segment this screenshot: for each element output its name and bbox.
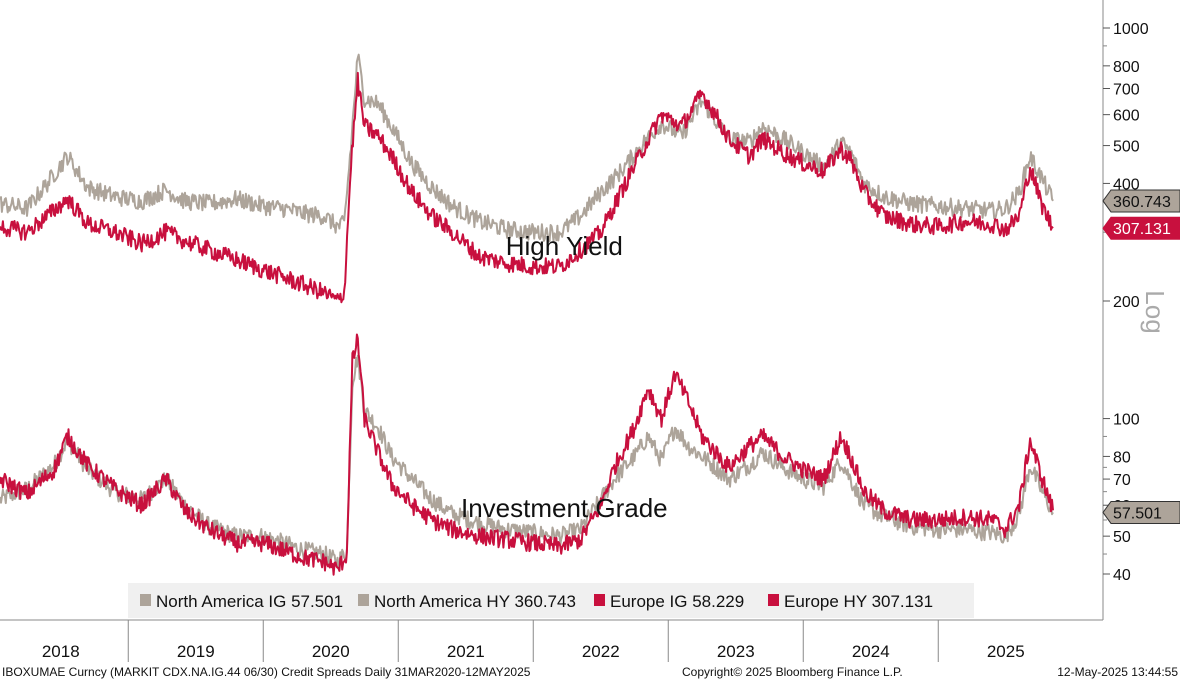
legend-swatch [768,594,779,606]
x-tick-label: 2025 [987,642,1025,661]
legend-label: North America IG 57.501 [156,592,343,611]
y-tick-label: 600 [1113,108,1140,125]
x-tick-label: 2018 [42,642,80,661]
y-tick-label: 40 [1113,567,1131,584]
footer: IBOXUMAE Curncy (MARKIT CDX.NA.IG.44 06/… [2,665,1178,679]
last-value-flag: 307.131 [1102,216,1180,240]
last-value-flag-text: 360.743 [1113,194,1171,211]
annotation-layer: High Yield Investment Grade [461,231,668,523]
y-tick-label: 400 [1113,176,1140,193]
y-tick-label: 800 [1113,59,1140,76]
annotation-label: Investment Grade [461,493,668,523]
legend-swatch [594,594,605,606]
y-scale-label: Log [1140,290,1170,333]
last-value-flag: 57.501 [1102,500,1180,524]
y-tick-label: 70 [1113,472,1131,489]
y-tick-label: 100 [1113,412,1140,429]
legend-item: Europe IG 58.229 [594,592,744,611]
series-line-europe-hy [0,71,1054,304]
x-axis: 2018 2019 2020 2021 2022 2023 2024 2025 [0,619,1103,662]
legend-item: Europe HY 307.131 [768,592,933,611]
legend-item: North America IG 57.501 [140,592,343,611]
y-tick-label: 200 [1113,294,1140,311]
footer-timestamp: 12-May-2025 13:44:55 [1057,665,1178,679]
y-tick-label: 50 [1113,529,1131,546]
footer-ticker: IBOXUMAE Curncy (MARKIT CDX.NA.IG.44 06/… [2,665,531,679]
last-value-flag-text: 57.501 [1113,505,1162,522]
annotation-label: High Yield [506,231,623,261]
y-tick-label: 500 [1113,139,1140,156]
legend-swatch [358,594,369,606]
legend-swatch [140,594,151,606]
y-tick-label: 1000 [1113,21,1149,38]
y-tick-label: 700 [1113,82,1140,99]
legend-label: Europe HY 307.131 [784,592,933,611]
last-value-flag: 360.743 [1102,189,1180,213]
series-layer [0,53,1054,576]
x-tick-label: 2023 [717,642,755,661]
legend-label: Europe IG 58.229 [610,592,744,611]
x-tick-label: 2024 [852,642,890,661]
legend-item: North America HY 360.743 [358,592,576,611]
x-tick-label: 2021 [447,642,485,661]
y-tick-label: 80 [1113,449,1131,466]
legend-box [128,583,974,618]
x-tick-label: 2019 [177,642,215,661]
series-line-europe-ig [0,333,1054,576]
last-value-flag-text: 307.131 [1113,221,1171,238]
legend-label: North America HY 360.743 [374,592,576,611]
series-line-north-america-hy [0,53,1054,242]
x-tick-label: 2020 [312,642,350,661]
x-tick-label: 2022 [582,642,620,661]
legend: North America IG 57.501 North America HY … [128,583,974,618]
last-value-flags: 57.501 360.743 307.131 [1102,189,1180,524]
footer-copyright: Copyright© 2025 Bloomberg Finance L.P. [682,665,903,679]
